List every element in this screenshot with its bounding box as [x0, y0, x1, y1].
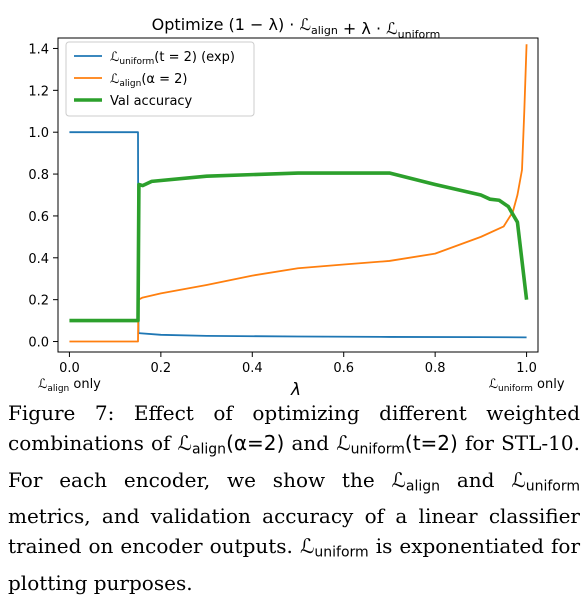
legend-label-1: ℒalign(α = 2) — [110, 72, 187, 89]
align-loss-symbol: ℒalign — [391, 467, 441, 495]
x-tick-label: 0.4 — [242, 361, 263, 376]
y-tick-label: 0.2 — [28, 294, 49, 309]
chart-figure: Optimize (1 − λ) · ℒalign + λ · ℒuniform… — [28, 15, 565, 395]
y-tick-label: 1.0 — [28, 126, 49, 141]
align-loss-symbol: ℒalign(α=2) — [177, 431, 285, 458]
x-axis-label: λ — [290, 380, 301, 395]
y-tick-label: 0.0 — [28, 336, 49, 351]
x-tick-label: 0.2 — [151, 361, 172, 376]
x-tick-label: 0.0 — [59, 361, 80, 376]
x-annotation-0: ℒalign only — [38, 377, 101, 394]
caption-text: Effect of optimizing different weighted … — [8, 401, 580, 455]
uniform-loss-symbol: ℒuniform — [299, 534, 369, 561]
chart-title: Optimize (1 − λ) · ℒalign + λ · ℒuniform — [152, 15, 441, 41]
x-tick-label: 0.8 — [425, 361, 446, 376]
y-tick-label: 1.2 — [28, 84, 49, 99]
axes-frame — [57, 37, 539, 353]
figure-caption: Figure 7: Effect of optimizing different… — [8, 398, 580, 598]
x-annotation-1: ℒuniform only — [489, 377, 565, 394]
x-axis-annotations: ℒalign only ℒuniform only — [38, 377, 565, 394]
y-tick-label: 1.4 — [28, 42, 49, 57]
caption-text: for STL-10. For each encoder, we show th… — [8, 431, 580, 492]
legend: ℒuniform(t = 2) (exp) ℒalign(α = 2) Val ac… — [65, 41, 255, 117]
legend-box — [65, 41, 255, 117]
x-tick-label: 0.6 — [333, 361, 354, 376]
plot-lines — [69, 44, 529, 343]
x-axis-ticks: 0.0 0.2 0.4 0.6 0.8 1.0 — [59, 352, 537, 376]
caption-text: metrics, and validation accuracy of a li… — [8, 504, 580, 558]
figure-label: Figure 7: — [8, 401, 115, 425]
uniform-loss-symbol: ℒuniform — [511, 467, 580, 495]
series-line-1 — [69, 44, 528, 343]
y-tick-label: 0.6 — [28, 210, 49, 225]
x-tick-label: 1.0 — [516, 361, 537, 376]
y-axis-ticks: 0.0 0.2 0.4 0.6 0.8 1.0 1.2 1.4 — [28, 42, 58, 351]
uniform-loss-symbol: ℒuniform(t=2) — [336, 431, 458, 458]
legend-label-2: Val accuracy — [110, 94, 193, 109]
y-tick-label: 0.4 — [28, 252, 49, 267]
y-tick-label: 0.8 — [28, 168, 49, 183]
caption-text: and — [440, 467, 512, 492]
series-line-2 — [69, 171, 529, 323]
legend-label-0: ℒuniform(t = 2) (exp) — [110, 50, 235, 67]
caption-text: and — [284, 431, 337, 455]
